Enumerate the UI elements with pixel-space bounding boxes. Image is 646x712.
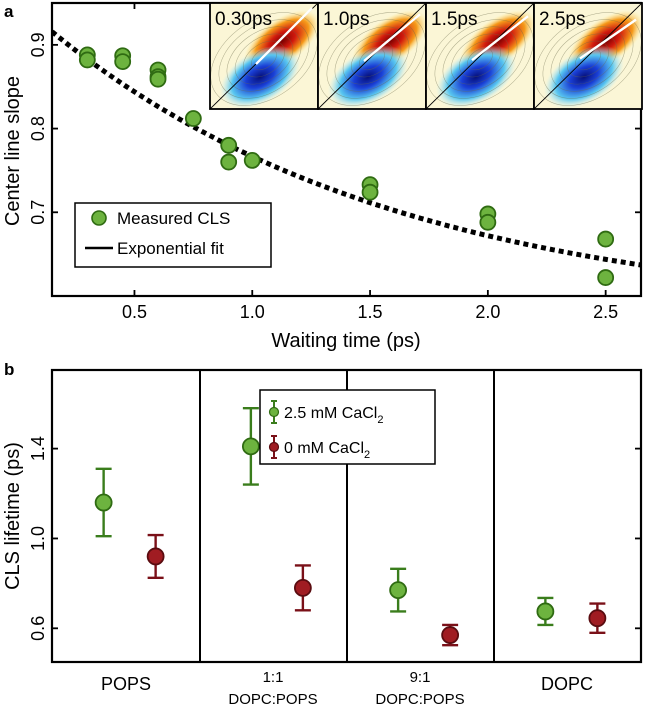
error-point: [441, 623, 460, 647]
data-point: [149, 70, 167, 88]
y-tick-label: 1.4: [28, 436, 48, 461]
chart-a-fit-layer: [52, 29, 641, 268]
error-point: [94, 467, 113, 538]
x-tick-label: 0.5: [122, 302, 147, 322]
legend-marker-cacl2-25: [268, 406, 280, 418]
chart-a-points: [78, 46, 615, 286]
data-point: [78, 51, 96, 69]
legend-marker-measured: [91, 210, 107, 226]
y-tick-label: 0.8: [28, 116, 48, 141]
chart-b-points: [94, 406, 607, 647]
inset-spectrum: 2.5ps: [533, 2, 643, 110]
inset-label: 2.5ps: [539, 9, 585, 30]
x-tick-label: 1.0: [240, 302, 265, 322]
legend-label-measured: Measured CLS: [117, 209, 230, 228]
fit-line: [52, 29, 641, 268]
x-tick-label: 2.0: [475, 302, 500, 322]
inset-label: 0.30ps: [215, 9, 272, 30]
inset-spectrum: 1.0ps: [317, 2, 427, 110]
category-label-11-ratio: 1:1: [263, 669, 284, 686]
chart-a-xlabel: Waiting time (ps): [271, 330, 420, 352]
legend-label-cacl2-25: 2.5 mM CaCl2: [284, 405, 383, 426]
category-label-dopc: DOPC: [541, 674, 593, 694]
y-tick-label: 0.7: [28, 200, 48, 225]
category-label-91-name: DOPC:POPS: [375, 691, 464, 708]
error-point: [588, 602, 607, 634]
chart-a: 0.5 1.0 1.5 2.0 2.5 0.7 0.8 0.9 0.30ps 1.0ps 1.5p…: [2, 1, 643, 352]
category-label-pops: POPS: [101, 674, 151, 694]
data-point: [243, 151, 261, 169]
data-point: [114, 53, 132, 70]
panel-label-a: a: [4, 2, 14, 21]
inset-label: 1.5ps: [431, 9, 477, 30]
inset-label: 1.0ps: [323, 9, 369, 30]
legend-label-cacl2-0: 0 mM CaCl2: [284, 440, 370, 461]
category-label-11-name: DOPC:POPS: [228, 691, 317, 708]
category-label-91-ratio: 9:1: [410, 669, 431, 686]
chart-a-insets: 0.30ps 1.0ps 1.5ps 2.5ps: [209, 2, 643, 110]
legend-marker-cacl2-0: [268, 441, 280, 453]
x-tick-label: 1.5: [358, 302, 383, 322]
data-point: [361, 183, 379, 201]
data-point: [597, 230, 615, 248]
data-point: [479, 213, 497, 231]
y-tick-label: 1.0: [28, 526, 48, 551]
error-point: [293, 564, 312, 612]
error-point: [536, 596, 555, 627]
data-point: [184, 110, 202, 127]
error-point: [389, 567, 408, 613]
inset-spectrum: 0.30ps: [209, 2, 319, 110]
inset-spectrum: 1.5ps: [425, 2, 535, 110]
y-tick-label: 0.9: [28, 32, 48, 57]
data-point: [220, 136, 238, 154]
data-point: [597, 269, 615, 286]
y-tick-label: 0.6: [28, 616, 48, 641]
error-point: [241, 406, 260, 486]
chart-b-legend: 2.5 mM CaCl2 0 mM CaCl2: [259, 389, 436, 465]
chart-b: 0.6 1.0 1.4 POPS 1:1 DOPC:POPS 9:1 DOPC:PO…: [2, 368, 643, 708]
legend-label-fit: Exponential fit: [117, 239, 224, 258]
panel-label-b: b: [4, 360, 14, 379]
chart-b-ylabel: CLS lifetime (ps): [2, 442, 24, 590]
chart-a-axes: 0.5 1.0 1.5 2.0 2.5 0.7 0.8 0.9: [28, 3, 641, 322]
error-point: [146, 533, 165, 579]
chart-a-ylabel: Center line slope: [2, 76, 24, 226]
chart-a-legend: Measured CLS Exponential fit: [74, 202, 272, 268]
data-point: [220, 153, 238, 171]
chart-b-axes: 0.6 1.0 1.4: [28, 436, 641, 641]
x-tick-label: 2.5: [593, 302, 618, 322]
